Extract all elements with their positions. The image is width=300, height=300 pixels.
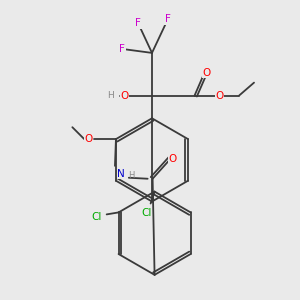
Text: Cl: Cl (142, 208, 152, 218)
Text: F: F (119, 44, 125, 54)
Text: O: O (202, 68, 211, 78)
Text: F: F (135, 18, 141, 28)
Text: O: O (215, 91, 224, 100)
Text: O: O (84, 134, 92, 144)
Text: F: F (165, 14, 171, 24)
Text: Cl: Cl (92, 212, 102, 222)
Text: N: N (117, 169, 125, 179)
Text: O: O (120, 91, 128, 100)
Text: H: H (128, 171, 134, 180)
Text: H: H (107, 91, 114, 100)
Text: O: O (168, 154, 176, 164)
